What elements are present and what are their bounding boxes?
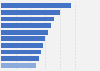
Bar xyxy=(1,63,36,68)
Bar xyxy=(1,23,51,28)
Bar xyxy=(1,50,41,54)
Bar xyxy=(1,56,39,61)
Bar xyxy=(1,3,71,8)
Bar xyxy=(1,17,54,21)
Bar xyxy=(1,36,45,41)
Bar xyxy=(1,10,60,15)
Bar xyxy=(1,30,48,35)
Bar xyxy=(1,43,43,48)
